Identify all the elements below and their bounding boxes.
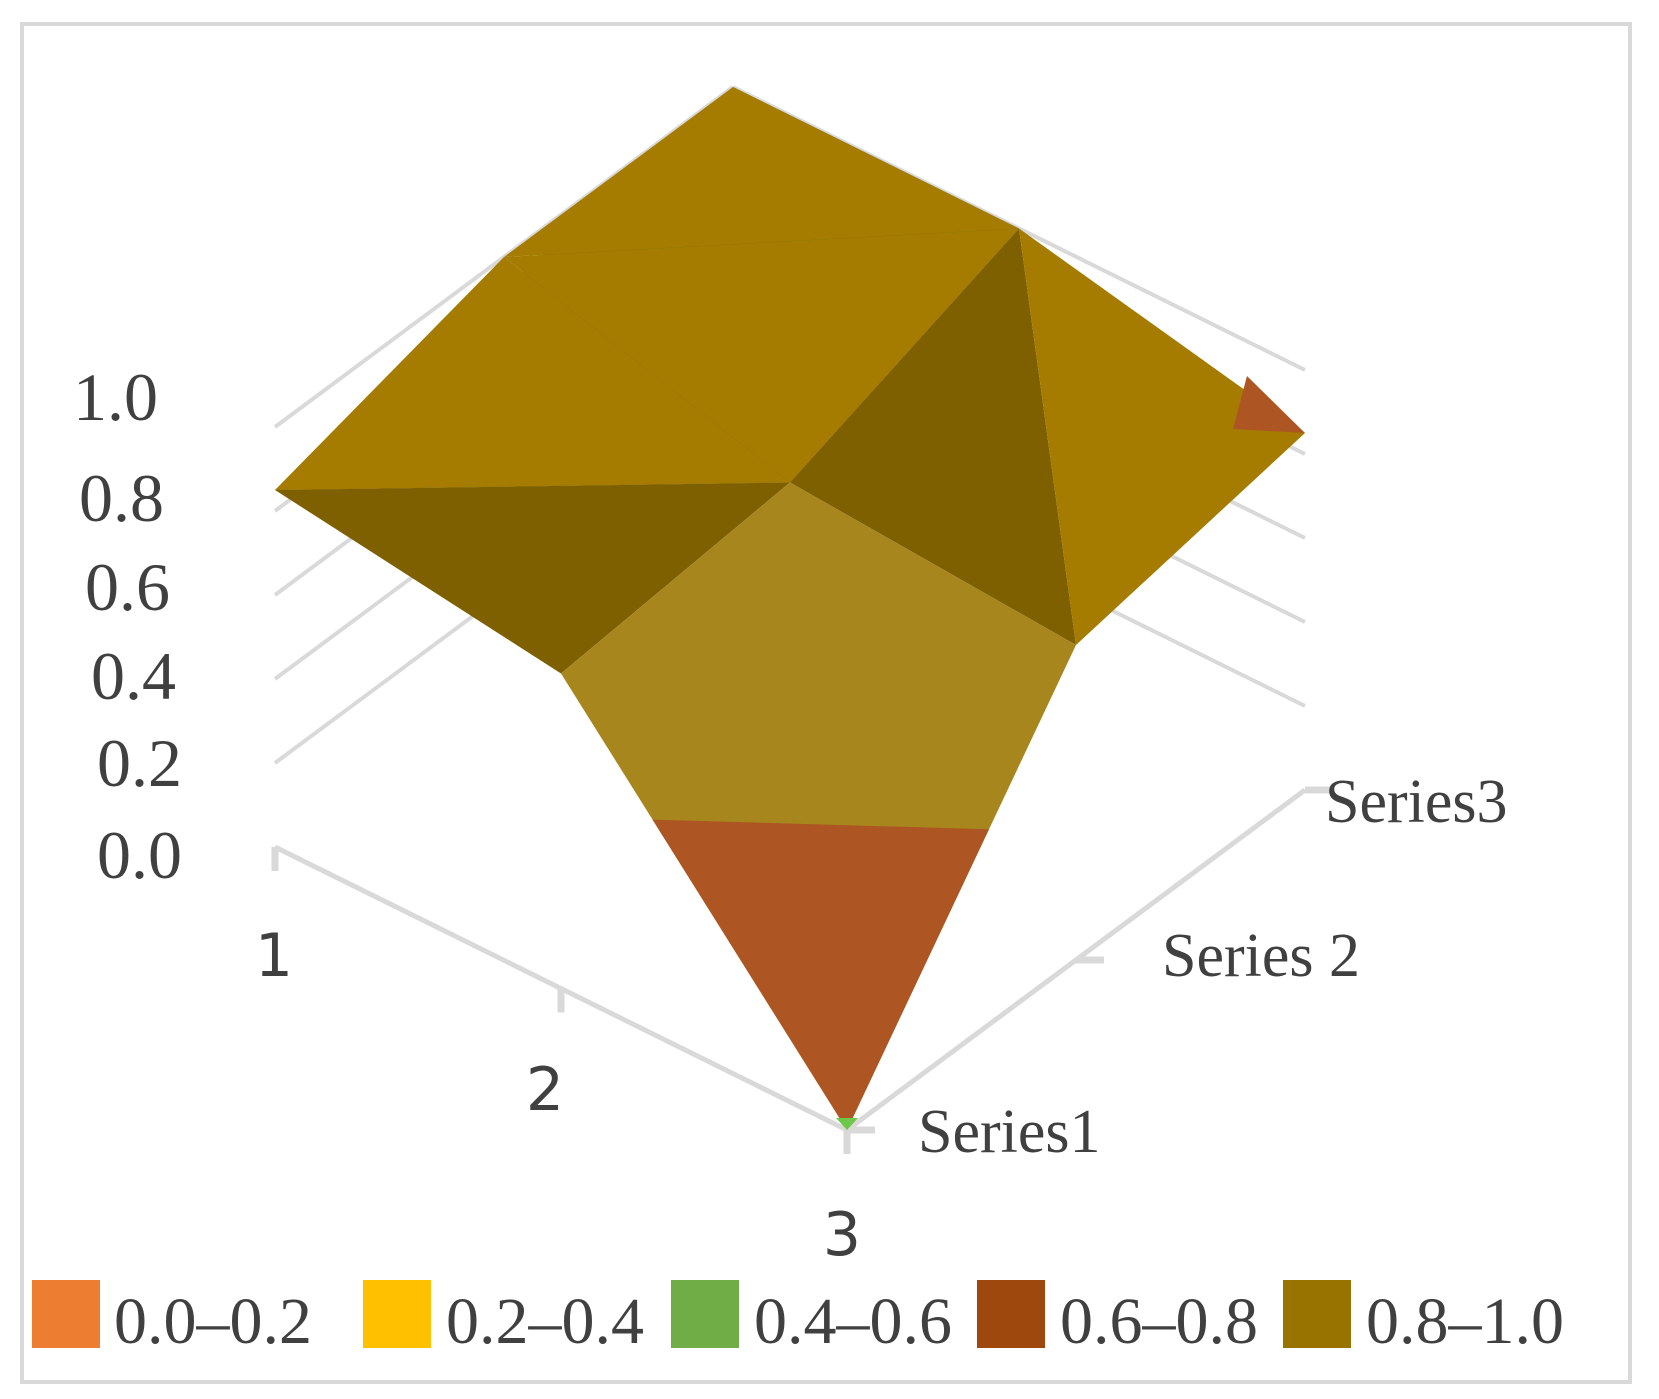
surface-plot (275, 87, 1305, 1130)
legend-label: 0.6–0.8 (1060, 1285, 1258, 1358)
legend: 0.0–0.2 0.2–0.4 0.4–0.6 0.6–0.8 0.8–1.0 (32, 1280, 1564, 1358)
surface-facet (1233, 376, 1305, 433)
z-tick-label: 1.0 (73, 359, 158, 435)
legend-label: 0.4–0.6 (754, 1285, 952, 1358)
surface-facet (504, 228, 1019, 483)
series-label: Series1 (918, 1098, 1101, 1166)
surface-facet (275, 257, 790, 490)
legend-label: 0.2–0.4 (446, 1285, 644, 1358)
series-axis-labels: Series1 Series 2 Series3 (918, 768, 1508, 1166)
series-label: Series 2 (1162, 922, 1360, 990)
z-tick-label: 0.0 (97, 817, 182, 893)
surface-facet (836, 1118, 858, 1130)
z-tick-label: 0.6 (85, 549, 170, 625)
surface-facet (1019, 228, 1305, 645)
surface-facet (561, 482, 1076, 1130)
category-axis-labels: 1 2 3 (255, 921, 861, 1270)
z-tick-label: 0.4 (91, 638, 176, 714)
legend-swatch (32, 1280, 100, 1348)
legend-swatch (363, 1280, 431, 1348)
category-label: 2 (526, 1055, 564, 1125)
category-label: 1 (255, 921, 293, 991)
surface-facet (652, 819, 989, 1130)
z-tick-label: 0.8 (79, 460, 164, 536)
surface-facet (790, 228, 1076, 645)
z-tick-label: 0.2 (97, 725, 182, 801)
legend-swatch (1283, 1280, 1351, 1348)
legend-label: 0.0–0.2 (114, 1285, 312, 1358)
legend-swatch (671, 1280, 739, 1348)
legend-swatch (977, 1280, 1045, 1348)
surface-facet (275, 482, 790, 674)
z-axis-tick-labels: 0.0 0.2 0.4 0.6 0.8 1.0 (73, 359, 182, 893)
surface-facet (504, 87, 1019, 257)
series-label: Series3 (1325, 768, 1508, 836)
category-label: 3 (823, 1200, 861, 1270)
legend-label: 0.8–1.0 (1366, 1285, 1564, 1358)
chart-floor (271, 786, 1333, 1154)
